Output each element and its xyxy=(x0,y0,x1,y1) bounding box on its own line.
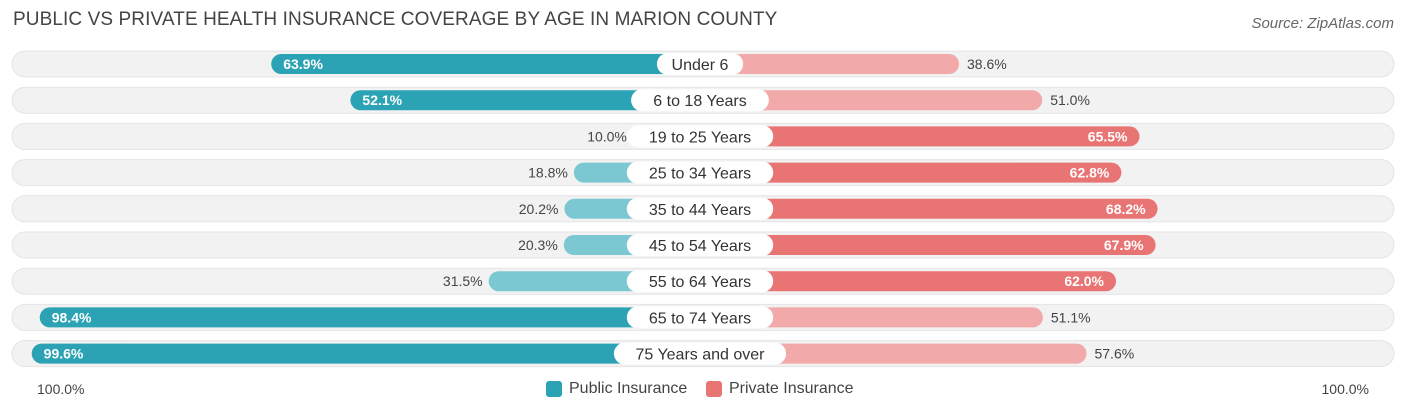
legend-public-label: Public Insurance xyxy=(569,380,688,397)
private-bar xyxy=(700,271,1117,292)
category-label: 75 Years and over xyxy=(636,347,766,364)
public-value-label: 20.2% xyxy=(519,201,559,217)
private-value-label: 57.6% xyxy=(1094,346,1134,362)
category-label: 19 to 25 Years xyxy=(649,129,751,146)
category-label: 65 to 74 Years xyxy=(649,310,751,327)
category-pill xyxy=(656,53,744,75)
category-pill xyxy=(626,197,774,220)
public-value-label: 20.3% xyxy=(518,237,558,253)
category-pill xyxy=(626,125,774,148)
private-value-label: 62.0% xyxy=(1064,273,1104,289)
private-value-label: 51.0% xyxy=(1050,92,1090,108)
axis-right-label: 100.0% xyxy=(1321,381,1369,397)
private-value-label: 67.9% xyxy=(1104,237,1144,253)
private-value-label: 38.6% xyxy=(967,56,1007,72)
public-bar xyxy=(31,343,700,364)
chart: 63.9% 38.6% Under 6 52.1% 51.0% 6 to 18 Years… xyxy=(11,50,1395,368)
private-bar xyxy=(700,198,1158,219)
category-pill xyxy=(626,306,774,329)
private-bar xyxy=(700,54,960,74)
category-label: 6 to 18 Years xyxy=(653,93,746,110)
private-value-label: 68.2% xyxy=(1106,201,1146,217)
public-bar xyxy=(39,307,700,328)
category-label: 45 to 54 Years xyxy=(649,238,751,255)
public-bar xyxy=(271,54,700,74)
private-value-label: 62.8% xyxy=(1070,165,1110,181)
legend-private-label: Private Insurance xyxy=(729,380,854,397)
legend-private-swatch xyxy=(706,381,722,397)
source-label: Source: ZipAtlas.com xyxy=(1251,15,1394,32)
axis-left-label: 100.0% xyxy=(37,381,85,397)
category-label: 25 to 34 Years xyxy=(649,166,751,183)
legend: Public Insurance Private Insurance xyxy=(0,380,1406,400)
private-bar xyxy=(700,343,1087,364)
public-value-label: 31.5% xyxy=(443,273,483,289)
private-bar xyxy=(700,162,1122,183)
public-value-label: 99.6% xyxy=(44,346,84,362)
category-pill xyxy=(626,234,774,256)
private-bar xyxy=(700,235,1156,255)
private-bar xyxy=(700,307,1043,328)
public-bar xyxy=(350,90,700,111)
category-pill xyxy=(626,270,774,293)
chart-title: PUBLIC VS PRIVATE HEALTH INSURANCE COVER… xyxy=(13,9,778,30)
public-value-label: 98.4% xyxy=(52,309,92,325)
public-value-label: 52.1% xyxy=(362,92,402,108)
legend-public-swatch xyxy=(546,381,562,397)
public-value-label: 63.9% xyxy=(283,56,323,72)
legend-public: Public Insurance xyxy=(546,380,687,398)
category-label: Under 6 xyxy=(672,57,729,74)
private-value-label: 51.1% xyxy=(1051,309,1091,325)
public-value-label: 10.0% xyxy=(587,128,627,144)
private-bar xyxy=(700,126,1140,147)
category-pill xyxy=(626,161,774,184)
private-value-label: 65.5% xyxy=(1088,128,1128,144)
public-value-label: 18.8% xyxy=(528,165,568,181)
legend-private: Private Insurance xyxy=(706,380,854,398)
category-pill xyxy=(631,89,769,112)
category-label: 55 to 64 Years xyxy=(649,274,751,291)
category-label: 35 to 44 Years xyxy=(649,202,751,219)
category-pill xyxy=(613,342,787,365)
private-bar xyxy=(700,90,1043,111)
